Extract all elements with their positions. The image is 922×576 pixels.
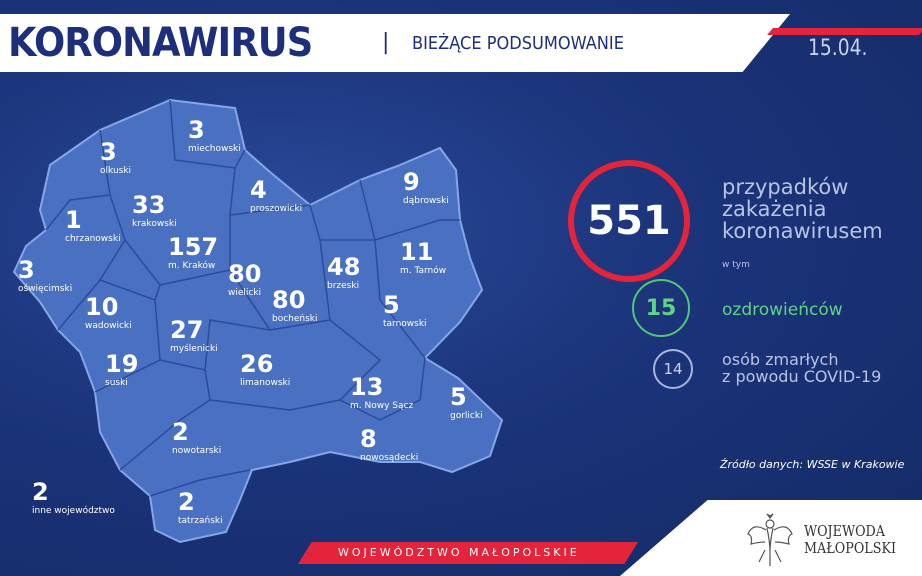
region-myślenicki: 27 myślenicki	[170, 318, 218, 354]
region-band	[298, 542, 638, 564]
region-count: 4	[250, 176, 267, 204]
region-dąbrowski: 9 dąbrowski	[403, 170, 449, 206]
region-name: olkuski	[100, 166, 132, 176]
region-krakowski: 33 krakowski	[132, 193, 177, 229]
region-wadowicki: 10 wadowicki	[85, 295, 132, 331]
region-name: limanowski	[240, 378, 291, 388]
region-band-text: WOJEWÓDZTWO MAŁOPOLSKIE	[338, 546, 580, 559]
deaths-label-line: z powodu COVID-19	[722, 367, 882, 386]
region-count: 157	[168, 233, 219, 261]
region-name: wielicki	[228, 288, 262, 298]
header-separator: |	[382, 30, 390, 55]
total-label-line: zakażenia	[722, 197, 827, 221]
eagle-emblem-icon	[747, 513, 793, 566]
region-borders	[45, 99, 460, 497]
region-name: m. Kraków	[168, 261, 216, 271]
region-count: 27	[170, 316, 204, 344]
region-count: 48	[327, 253, 361, 281]
total-cases-label: przypadków zakażenia koronawirusem	[722, 176, 883, 242]
region-count: 33	[132, 191, 166, 219]
header-banner	[0, 14, 790, 72]
region-count: 3	[188, 116, 205, 144]
header-date: 15.04.	[808, 36, 868, 61]
region-name: nowosądecki	[360, 453, 419, 463]
region-name: tarnowski	[383, 319, 427, 329]
region-count: 13	[350, 373, 384, 401]
region-name: tatrzański	[178, 516, 223, 526]
region-name: myślenicki	[170, 344, 218, 354]
deaths-circle: 14	[653, 349, 693, 389]
region-count: 80	[272, 286, 306, 314]
region-m-tarnów: 11 m. Tarnów	[400, 240, 446, 276]
region-gorlicki: 5 gorlicki	[450, 385, 483, 421]
region-name: brzeski	[327, 281, 360, 291]
region-count: 3	[18, 256, 35, 284]
recovered-label: ozdrowieńców	[722, 300, 843, 320]
map-outline	[12, 98, 504, 544]
region-m-nowy-sącz: 13 m. Nowy Sącz	[350, 375, 413, 411]
region-oświęcimski: 3 oświęcimski	[18, 258, 72, 294]
region-name: bocheński	[272, 314, 318, 324]
region-tarnowski: 5 tarnowski	[383, 293, 427, 329]
deaths-label-line: osób zmarłych	[722, 350, 839, 369]
region-name: nowotarski	[172, 446, 222, 456]
region-name: chrzanowski	[65, 234, 121, 244]
logo-text: WOJEWODA MAŁOPOLSKI	[804, 523, 896, 557]
data-source: Źródło danych: WSSE w Krakowie	[720, 458, 905, 471]
region-chrzanowski: 1 chrzanowski	[65, 208, 121, 244]
total-label-line: przypadków	[722, 175, 849, 199]
region-wielicki: 80 wielicki	[228, 262, 261, 298]
region-count: 2	[172, 418, 189, 446]
region-limanowski: 26 limanowski	[240, 352, 290, 388]
region-suski: 19 suski	[105, 352, 138, 388]
region-count: 3	[100, 138, 117, 166]
region-count: 10	[85, 293, 119, 321]
region-proszowicki: 4 proszowicki	[250, 178, 302, 214]
region-nowotarski: 2 nowotarski	[172, 420, 221, 456]
region-miechowski: 3 miechowski	[188, 118, 241, 154]
region-name: proszowicki	[250, 204, 303, 214]
region-name: gorlicki	[450, 411, 483, 421]
region-inne-województwo: 2 inne województwo	[32, 480, 115, 516]
recovered-circle: 15	[632, 279, 690, 337]
deaths-label: osób zmarłych z powodu COVID-19	[722, 351, 881, 385]
region-count: 8	[360, 425, 377, 453]
region-count: 2	[32, 478, 49, 506]
region-count: 1	[65, 206, 82, 234]
region-tatrzański: 2 tatrzański	[178, 490, 223, 526]
region-name: m. Tarnów	[400, 266, 447, 276]
total-cases-circle: 551	[568, 160, 690, 282]
region-count: 5	[383, 291, 400, 319]
region-count: 9	[403, 168, 420, 196]
region-olkuski: 3 olkuski	[100, 140, 131, 176]
region-count: 2	[178, 488, 195, 516]
region-bocheński: 80 bocheński	[272, 288, 318, 324]
region-count: 19	[105, 350, 139, 378]
region-name: wadowicki	[85, 321, 132, 331]
region-name: dąbrowski	[403, 196, 449, 206]
logo-line: WOJEWODA	[804, 522, 885, 540]
logo-line: MAŁOPOLSKI	[804, 539, 897, 557]
region-nowosądecki: 8 nowosądecki	[360, 427, 418, 463]
region-name: miechowski	[188, 144, 241, 154]
region-name: suski	[105, 378, 128, 388]
region-name: krakowski	[132, 219, 177, 229]
total-label-line: koronawirusem	[722, 219, 883, 243]
region-name: m. Nowy Sącz	[350, 401, 414, 411]
region-count: 5	[450, 383, 467, 411]
region-m-kraków: 157 m. Kraków	[168, 235, 218, 271]
header-subtitle: BIEŻĄCE PODSUMOWANIE	[412, 33, 624, 54]
region-name: inne województwo	[32, 506, 115, 516]
including-label: w tym	[722, 260, 750, 270]
header-title: KORONAWIRUS	[8, 20, 313, 66]
region-count: 26	[240, 350, 274, 378]
region-count: 80	[228, 260, 262, 288]
region-brzeski: 48 brzeski	[327, 255, 360, 291]
region-name: oświęcimski	[18, 284, 73, 294]
region-count: 11	[400, 238, 434, 266]
